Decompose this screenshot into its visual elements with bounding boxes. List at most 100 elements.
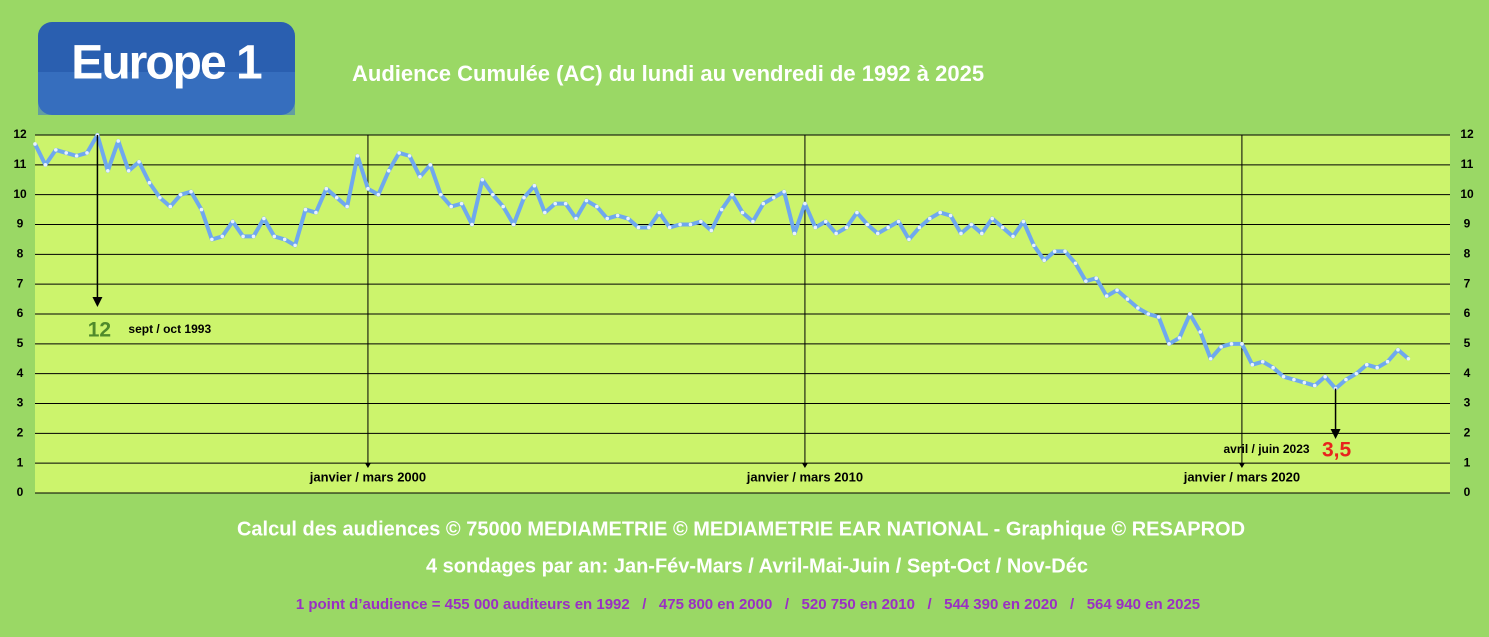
point [1042,258,1047,263]
point [1021,219,1026,224]
point [324,186,329,191]
y-tick-label: 10 [1460,187,1474,201]
point [293,243,297,248]
point [407,154,412,158]
point [907,237,911,242]
point [168,204,173,209]
point [553,201,558,206]
point [480,177,485,182]
point [543,210,547,215]
y-tick-label: 0 [1464,485,1471,499]
footer-line: Calcul des audiences © 75000 MEDIAMETRIE… [237,518,1245,540]
point [345,204,349,209]
point [688,222,693,227]
point [917,225,922,230]
point [178,192,183,197]
y-tick-label: 2 [17,426,24,440]
y-tick-label: 6 [17,306,24,320]
point [1219,345,1223,349]
y-tick-label: 4 [1464,366,1471,380]
point [886,225,890,230]
point [1375,365,1379,370]
point [875,231,880,236]
annotation-text: sept / oct 1993 [128,322,211,336]
annotation-arrowhead [1330,429,1341,439]
point [761,201,766,206]
category-arrow [801,463,808,468]
point [1094,276,1099,281]
point [1406,356,1411,361]
point [1364,362,1369,367]
point [397,151,401,155]
y-tick-label: 5 [17,336,24,350]
point [137,160,141,164]
point [54,148,58,152]
point [969,222,974,227]
point [865,222,870,227]
point [584,198,589,203]
point [657,210,662,215]
point [574,216,578,221]
point [1052,249,1057,254]
point [1240,342,1244,346]
point [803,201,807,206]
point [116,139,121,143]
point [730,192,734,197]
point [438,192,443,197]
point [1146,312,1151,316]
point [459,201,464,206]
point [126,169,131,173]
point [751,219,755,224]
point [386,169,391,173]
point [522,195,526,200]
point [844,225,849,230]
point [303,207,308,212]
y-tick-label: 5 [1464,336,1471,350]
point [678,222,682,227]
point [1198,330,1203,334]
point [251,234,256,239]
point [1354,371,1359,376]
point [1125,297,1130,301]
y-tick-label: 8 [1464,247,1471,261]
point [813,225,818,230]
point [314,210,318,215]
y-tick-label: 6 [1464,306,1471,320]
point [938,210,942,215]
y-tick-label: 11 [14,157,27,171]
point [948,213,953,218]
annotation-text: avril / juin 2023 [1224,442,1310,456]
y-tick-label: 11 [1461,157,1474,171]
point [740,210,745,215]
point [1063,249,1067,254]
point [1396,348,1400,352]
y-tick-label: 7 [17,276,24,290]
point [501,204,505,209]
point [1032,243,1036,248]
point [990,216,995,221]
y-tick-label: 3 [17,396,24,410]
y-tick-label: 4 [17,366,24,380]
point [647,225,651,230]
point [511,222,516,227]
point [1344,377,1348,382]
point [1292,377,1296,382]
point [158,195,162,200]
point [376,192,381,197]
y-tick-label: 1 [1464,455,1471,469]
point [1385,359,1390,364]
point [428,163,433,167]
point [490,192,495,197]
y-tick-label: 8 [17,247,24,261]
point [719,207,724,212]
point [615,213,620,218]
y-tick-label: 2 [1464,426,1471,440]
point [823,219,828,224]
point [1156,315,1161,319]
point [896,219,901,224]
x-tick-label: janvier / mars 2010 [746,469,863,484]
point [418,174,422,179]
y-tick-label: 10 [13,187,27,201]
